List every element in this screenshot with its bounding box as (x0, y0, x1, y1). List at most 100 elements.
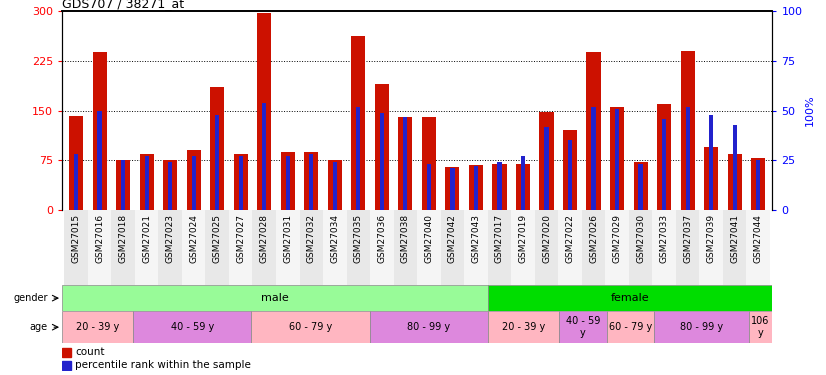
Text: 40 - 59
y: 40 - 59 y (566, 316, 600, 338)
Text: gender: gender (13, 293, 48, 303)
Bar (309, 154, 313, 210)
Bar (140, 154, 154, 210)
Text: GSM27038: GSM27038 (401, 214, 410, 263)
Text: GSM27016: GSM27016 (95, 214, 104, 263)
Bar (586, 53, 601, 210)
Bar (751, 158, 765, 210)
Text: GSM27024: GSM27024 (189, 214, 198, 262)
Bar (733, 124, 737, 210)
Bar (681, 51, 695, 210)
Bar (347, 210, 370, 285)
Bar (492, 164, 506, 210)
Text: GSM27017: GSM27017 (495, 214, 504, 263)
Bar (568, 140, 572, 210)
Bar (582, 210, 605, 285)
Bar (333, 162, 337, 210)
Bar (497, 162, 501, 210)
Text: GSM27028: GSM27028 (259, 214, 268, 263)
Bar (629, 210, 653, 285)
Bar (654, 311, 748, 343)
Text: GSM27036: GSM27036 (377, 214, 387, 263)
Bar (370, 311, 488, 343)
Bar (215, 115, 220, 210)
Bar (723, 210, 747, 285)
Bar (370, 210, 394, 285)
Bar (257, 13, 271, 210)
Bar (756, 160, 760, 210)
Bar (356, 106, 360, 210)
Bar (511, 210, 534, 285)
Text: GSM27030: GSM27030 (636, 214, 645, 263)
Bar (328, 160, 342, 210)
Text: count: count (75, 347, 104, 357)
Bar (394, 210, 417, 285)
Bar (398, 117, 412, 210)
Bar (638, 164, 643, 210)
Bar (657, 104, 672, 210)
Bar (262, 103, 266, 210)
Bar (605, 210, 629, 285)
Bar (187, 150, 201, 210)
Bar (163, 160, 178, 210)
Bar (145, 156, 149, 210)
Bar (286, 156, 290, 210)
Bar (469, 165, 483, 210)
Bar (206, 210, 229, 285)
Y-axis label: 100%: 100% (805, 95, 815, 126)
Bar (539, 112, 553, 210)
Bar (606, 311, 654, 343)
Text: GSM27029: GSM27029 (613, 214, 622, 263)
Bar (116, 160, 131, 210)
Text: GSM27037: GSM27037 (683, 214, 692, 263)
Bar (112, 210, 135, 285)
Text: GSM27040: GSM27040 (425, 214, 434, 263)
Text: female: female (611, 293, 649, 303)
Bar (559, 311, 606, 343)
Bar (375, 84, 389, 210)
Bar (133, 311, 251, 343)
Bar (686, 106, 690, 210)
Bar (121, 160, 126, 210)
Bar (210, 87, 224, 210)
Text: 20 - 39 y: 20 - 39 y (502, 322, 545, 332)
Bar (251, 311, 370, 343)
Bar (427, 164, 431, 210)
Bar (709, 115, 714, 210)
Text: 20 - 39 y: 20 - 39 y (76, 322, 119, 332)
Bar (62, 348, 71, 357)
Bar (488, 311, 559, 343)
Text: 60 - 79 y: 60 - 79 y (609, 322, 652, 332)
Bar (474, 166, 478, 210)
Text: 60 - 79 y: 60 - 79 y (289, 322, 332, 332)
Bar (74, 154, 78, 210)
Bar (615, 109, 620, 210)
Bar (521, 156, 525, 210)
Bar (229, 210, 253, 285)
Bar (450, 168, 454, 210)
Text: 80 - 99 y: 80 - 99 y (680, 322, 723, 332)
Bar (135, 210, 159, 285)
Bar (182, 210, 206, 285)
Text: GSM27023: GSM27023 (166, 214, 174, 263)
Text: GSM27039: GSM27039 (707, 214, 715, 263)
Bar (234, 154, 248, 210)
Text: GSM27034: GSM27034 (330, 214, 339, 263)
Text: GSM27020: GSM27020 (542, 214, 551, 263)
Bar (62, 285, 488, 311)
Text: 106
y: 106 y (752, 316, 770, 338)
Bar (380, 112, 384, 210)
Text: GSM27027: GSM27027 (236, 214, 245, 263)
Bar (440, 210, 464, 285)
Text: GSM27042: GSM27042 (448, 214, 457, 262)
Bar (563, 130, 577, 210)
Bar (534, 210, 558, 285)
Bar (159, 210, 182, 285)
Text: 80 - 99 y: 80 - 99 y (407, 322, 450, 332)
Bar (748, 311, 772, 343)
Bar (558, 210, 582, 285)
Text: GDS707 / 38271_at: GDS707 / 38271_at (62, 0, 184, 10)
Text: GSM27015: GSM27015 (72, 214, 81, 263)
Bar (747, 210, 770, 285)
Bar (516, 164, 530, 210)
Bar (488, 285, 772, 311)
